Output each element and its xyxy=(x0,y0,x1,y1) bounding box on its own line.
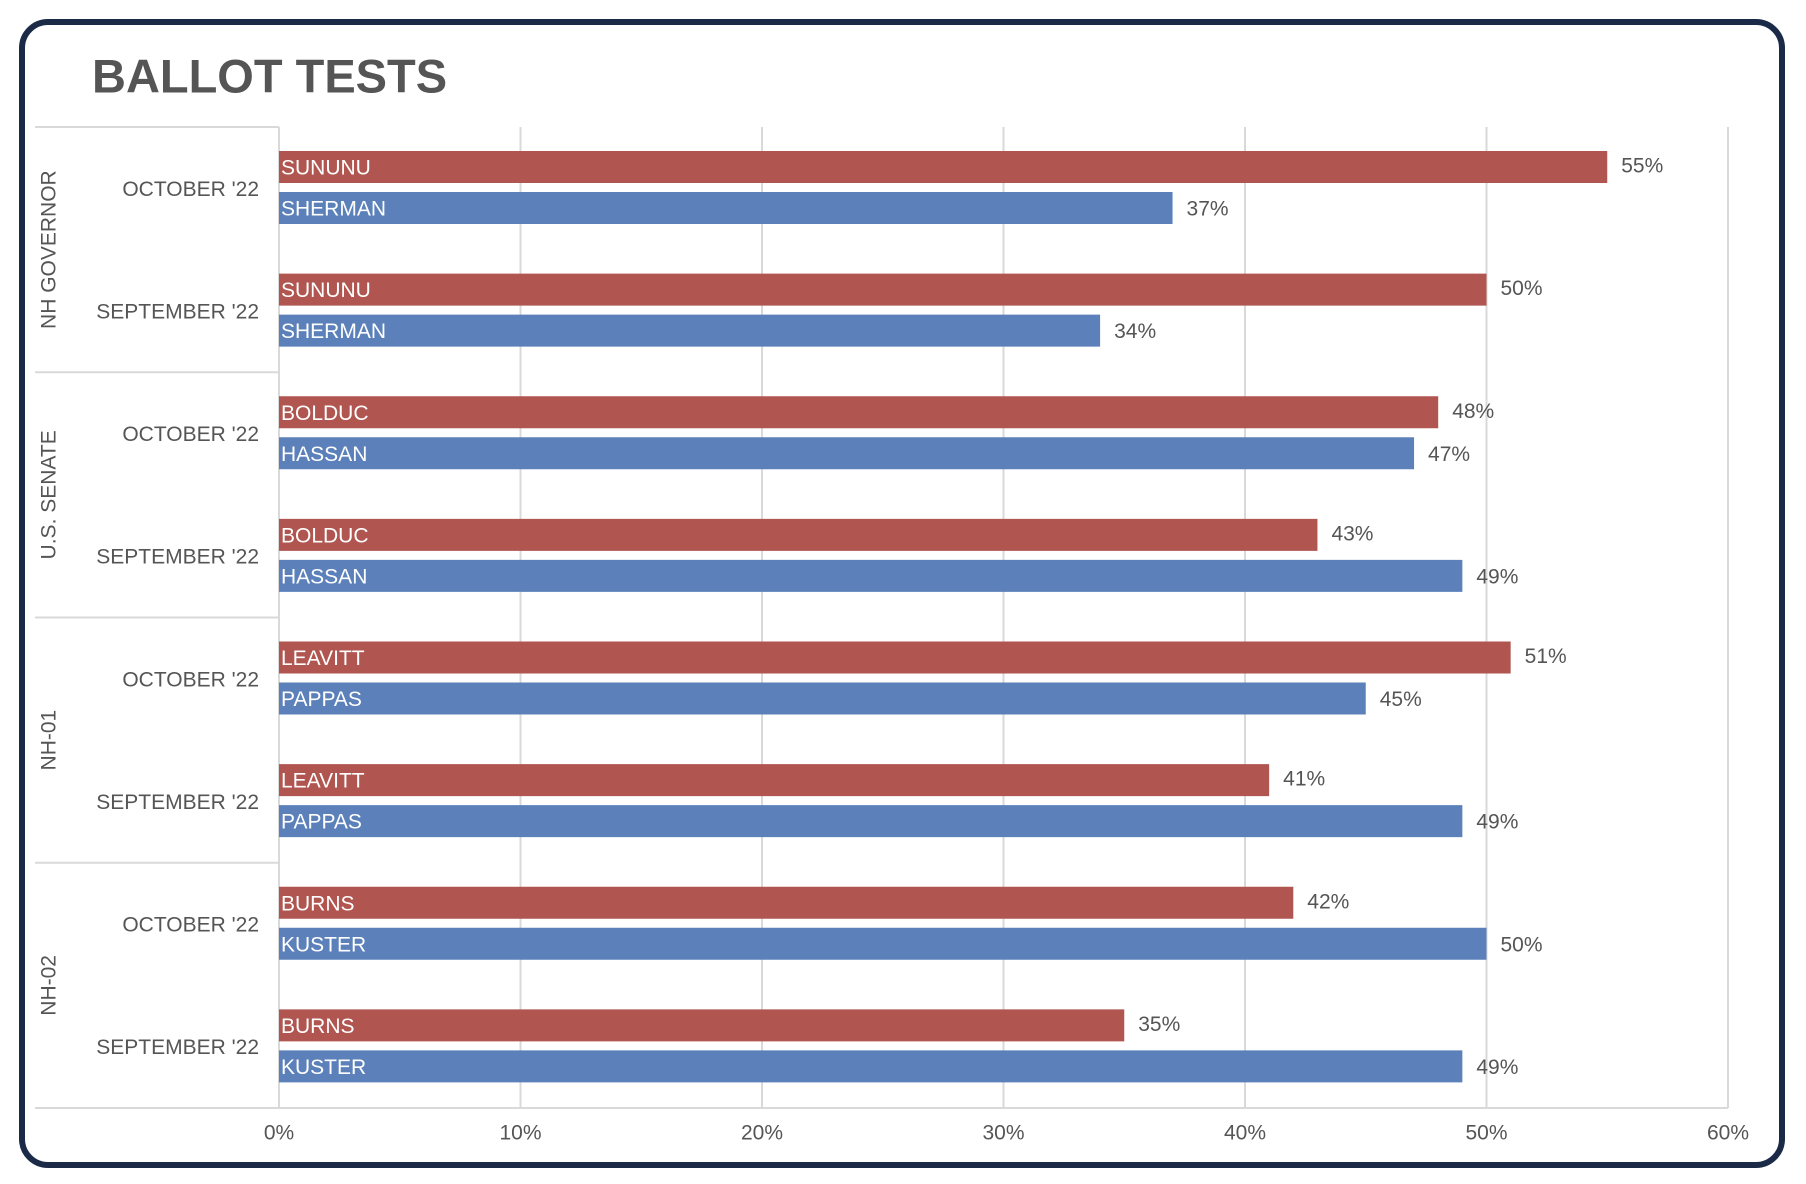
x-tick-label: 40% xyxy=(1224,1122,1266,1145)
bar-label: SUNUNU xyxy=(281,279,371,302)
bar xyxy=(279,314,1101,347)
bar xyxy=(279,396,1439,429)
bar xyxy=(279,559,1463,592)
value-label: 37% xyxy=(1187,198,1229,221)
value-label: 47% xyxy=(1428,443,1470,466)
bar xyxy=(279,641,1511,674)
category-label: OCTOBER '22 xyxy=(122,423,259,446)
bar xyxy=(279,1050,1463,1083)
frame xyxy=(19,19,1785,1168)
value-label: 49% xyxy=(1476,1056,1518,1079)
value-label: 42% xyxy=(1307,890,1349,913)
category-label: OCTOBER '22 xyxy=(122,914,259,937)
bar-label: HASSAN xyxy=(281,443,367,466)
bar xyxy=(279,1009,1125,1042)
category-label: OCTOBER '22 xyxy=(122,178,259,201)
bar-label: BOLDUC xyxy=(281,524,369,547)
category-label: SEPTEMBER '22 xyxy=(96,1036,259,1059)
category-label: OCTOBER '22 xyxy=(122,668,259,691)
bar xyxy=(279,682,1366,715)
bar-label: HASSAN xyxy=(281,565,367,588)
bar-label: BOLDUC xyxy=(281,402,369,425)
x-tick-label: 30% xyxy=(982,1122,1024,1145)
value-label: 43% xyxy=(1331,522,1373,545)
bar xyxy=(279,518,1318,551)
value-label: 34% xyxy=(1114,320,1156,343)
x-tick-label: 20% xyxy=(741,1122,783,1145)
x-tick-label: 0% xyxy=(264,1122,294,1145)
value-label: 35% xyxy=(1138,1013,1180,1036)
bar-label: KUSTER xyxy=(281,1056,366,1079)
group-label: NH-01 xyxy=(38,710,61,771)
value-label: 48% xyxy=(1452,400,1494,423)
value-label: 41% xyxy=(1283,768,1325,791)
category-label: SEPTEMBER '22 xyxy=(96,300,259,323)
bar-label: LEAVITT xyxy=(281,647,365,670)
bar xyxy=(279,805,1463,838)
category-label: SEPTEMBER '22 xyxy=(96,546,259,569)
group-label: U.S. SENATE xyxy=(38,430,61,559)
value-label: 50% xyxy=(1501,277,1543,300)
bar-label: KUSTER xyxy=(281,933,366,956)
value-label: 55% xyxy=(1621,155,1663,178)
value-label: 49% xyxy=(1476,565,1518,588)
bar xyxy=(279,927,1487,960)
bar xyxy=(279,764,1270,797)
bar-label: SHERMAN xyxy=(281,198,386,221)
bar-label: PAPPAS xyxy=(281,811,362,834)
bar-label: BURNS xyxy=(281,1015,355,1038)
bar-label: BURNS xyxy=(281,892,355,915)
category-label: SEPTEMBER '22 xyxy=(96,791,259,814)
value-label: 50% xyxy=(1501,933,1543,956)
value-label: 51% xyxy=(1525,645,1567,668)
value-label: 45% xyxy=(1380,688,1422,711)
value-label: 49% xyxy=(1476,811,1518,834)
bar xyxy=(279,192,1173,224)
bar-label: PAPPAS xyxy=(281,688,362,711)
x-tick-label: 10% xyxy=(499,1122,541,1145)
bar xyxy=(279,437,1415,470)
bar-label: SUNUNU xyxy=(281,157,371,180)
bar-label: LEAVITT xyxy=(281,770,365,793)
bar-label: SHERMAN xyxy=(281,320,386,343)
chart-title: BALLOT TESTS xyxy=(92,49,447,102)
x-tick-label: 50% xyxy=(1465,1122,1507,1145)
bar xyxy=(279,273,1487,306)
group-label: NH GOVERNOR xyxy=(38,170,61,329)
x-tick-label: 60% xyxy=(1707,1122,1749,1145)
group-label: NH-02 xyxy=(38,955,61,1016)
bar xyxy=(279,151,1608,183)
bar xyxy=(279,886,1294,919)
